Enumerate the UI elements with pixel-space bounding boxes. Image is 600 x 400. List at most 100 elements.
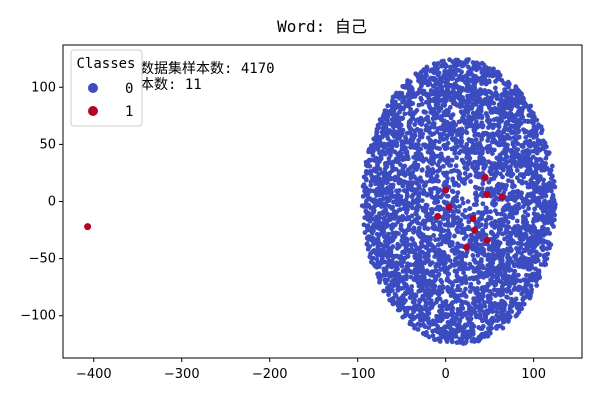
point-class-0: [455, 255, 461, 260]
point-class-0: [367, 218, 373, 224]
point-class-0: [454, 208, 459, 214]
point-class-0: [549, 163, 555, 169]
point-class-0: [428, 174, 434, 180]
point-class-0: [520, 99, 526, 105]
point-class-0: [452, 204, 458, 210]
point-class-0: [457, 75, 463, 81]
point-class-0: [488, 300, 494, 306]
point-class-0: [391, 113, 397, 119]
point-class-0: [445, 313, 450, 319]
point-class-0: [438, 241, 444, 247]
point-class-0: [390, 199, 396, 205]
point-class-0: [454, 296, 460, 301]
point-class-0: [401, 188, 407, 193]
point-class-0: [434, 186, 439, 191]
point-class-0: [479, 249, 485, 254]
point-class-0: [467, 284, 473, 290]
point-class-0: [399, 263, 405, 269]
point-class-0: [427, 282, 433, 287]
point-class-0: [502, 136, 508, 141]
point-class-0: [509, 113, 514, 118]
point-class-0: [370, 148, 376, 154]
point-class-0: [509, 90, 515, 96]
point-class-0: [475, 145, 481, 151]
point-class-0: [423, 206, 429, 211]
point-class-0: [381, 229, 387, 235]
point-class-0: [382, 128, 388, 134]
point-class-0: [420, 331, 426, 336]
point-class-0: [410, 291, 416, 297]
point-class-0: [444, 160, 450, 166]
point-class-0: [387, 146, 393, 152]
point-class-0: [444, 232, 450, 238]
point-class-0: [524, 289, 530, 295]
point-class-0: [494, 278, 500, 284]
point-class-0: [462, 165, 468, 170]
point-class-0: [401, 233, 406, 239]
point-class-0: [535, 202, 540, 208]
point-class-0: [441, 215, 447, 221]
point-class-0: [520, 95, 526, 100]
point-class-0: [369, 255, 375, 261]
point-class-0: [385, 118, 391, 124]
point-class-0: [496, 120, 502, 126]
point-class-0: [504, 146, 510, 152]
point-class-0: [492, 240, 498, 245]
point-class-0: [447, 330, 453, 336]
point-class-0: [438, 220, 444, 226]
point-class-0: [439, 75, 444, 81]
point-class-0: [380, 246, 386, 252]
point-class-1: [471, 226, 479, 234]
point-class-0: [417, 274, 423, 280]
point-class-0: [530, 129, 536, 135]
point-class-0: [536, 198, 542, 204]
point-class-0: [386, 156, 392, 161]
point-class-0: [518, 245, 524, 250]
point-class-0: [525, 184, 531, 190]
point-class-0: [519, 91, 524, 97]
point-class-0: [536, 229, 542, 235]
point-class-0: [418, 95, 424, 101]
point-class-0: [441, 170, 446, 176]
point-class-0: [510, 171, 516, 177]
point-class-0: [366, 235, 372, 240]
point-class-0: [500, 104, 506, 110]
point-class-0: [528, 284, 534, 289]
point-class-0: [416, 102, 422, 108]
point-class-0: [536, 146, 542, 152]
point-class-0: [414, 211, 419, 217]
point-class-0: [400, 257, 406, 263]
point-class-0: [459, 250, 465, 256]
point-class-0: [520, 264, 526, 270]
point-class-0: [476, 142, 481, 147]
point-class-0: [407, 79, 413, 85]
point-class-0: [452, 136, 458, 142]
point-class-0: [399, 146, 405, 152]
point-class-0: [376, 125, 382, 131]
point-class-0: [454, 287, 460, 293]
plot-frame: [62, 44, 583, 359]
point-class-0: [481, 89, 487, 95]
point-class-0: [526, 132, 532, 138]
point-class-0: [427, 81, 433, 86]
point-class-0: [451, 63, 457, 68]
point-class-0: [381, 141, 387, 147]
point-class-0: [413, 142, 419, 148]
point-class-0: [490, 274, 496, 280]
point-class-0: [465, 199, 471, 204]
point-class-0: [449, 308, 455, 314]
point-class-0: [390, 182, 396, 188]
point-class-0: [530, 277, 535, 283]
point-class-0: [400, 115, 406, 121]
point-class-0: [444, 142, 450, 148]
point-class-0: [444, 302, 450, 308]
point-class-0: [476, 272, 482, 278]
point-class-0: [417, 250, 423, 256]
point-class-0: [515, 141, 521, 147]
points-layer: [84, 57, 558, 346]
point-class-0: [376, 139, 382, 145]
point-class-0: [523, 217, 528, 222]
annotation-dataset-count: 数据集样本数: 4170: [140, 60, 275, 77]
point-class-0: [376, 171, 382, 177]
point-class-0: [414, 72, 420, 78]
